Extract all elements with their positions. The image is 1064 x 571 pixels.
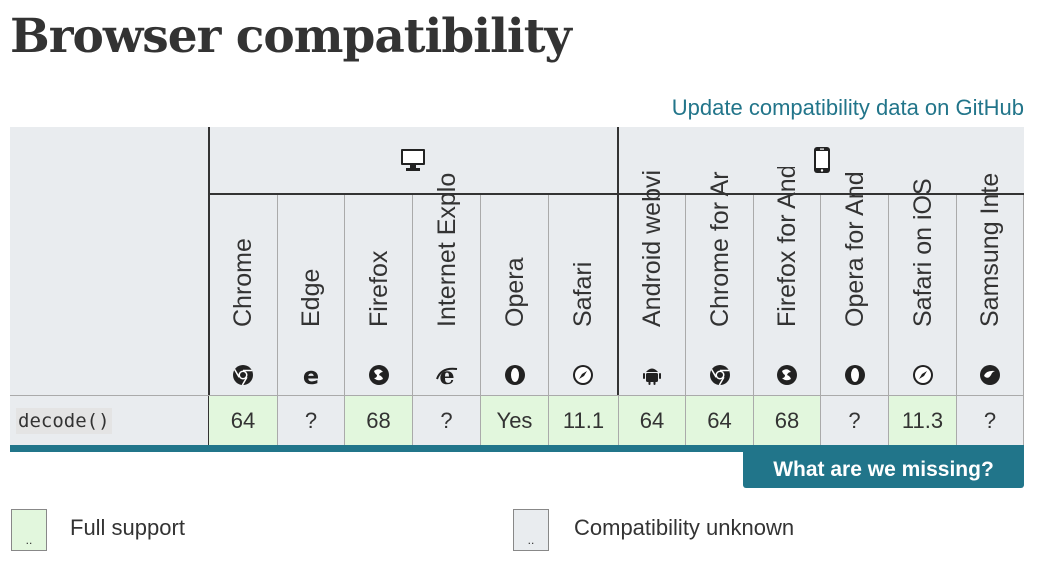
- browser-header: Firefox for And: [754, 167, 821, 395]
- android-icon: [640, 363, 664, 387]
- support-cell[interactable]: 68: [754, 396, 821, 446]
- compat-table: Chrome Edge e Firefox Internet Explo e Opera Sa…: [10, 127, 1024, 452]
- support-cell[interactable]: Yes: [481, 396, 549, 446]
- browser-header: Firefox: [345, 195, 413, 395]
- table-bottom-bar: [10, 445, 1024, 452]
- what-are-we-missing-button[interactable]: What are we missing?: [743, 452, 1024, 488]
- opera-icon: [503, 363, 527, 387]
- browser-name: Safari: [569, 261, 597, 327]
- group-mobile: [619, 127, 1024, 195]
- feature-code[interactable]: decode(): [16, 408, 112, 434]
- legend-unknown-marker: ..: [513, 509, 549, 551]
- browser-header: Chrome: [209, 195, 278, 395]
- svg-text:e: e: [439, 363, 454, 387]
- edge-icon: e: [299, 362, 323, 390]
- desktop-icon: [401, 149, 425, 171]
- browser-name: Chrome for Ar: [705, 171, 734, 327]
- github-link[interactable]: Update compatibility data on GitHub: [671, 95, 1024, 120]
- browser-name: Opera: [500, 257, 529, 327]
- support-cell[interactable]: 68: [345, 396, 413, 446]
- support-cell[interactable]: ?: [821, 396, 889, 446]
- browser-header: Internet Explo e: [413, 173, 481, 395]
- mobile-icon: [813, 147, 830, 173]
- page-title: Browser compatibility: [10, 9, 572, 64]
- safari-icon: [571, 363, 595, 387]
- browser-header: Samsung Inte: [957, 173, 1024, 395]
- browser-header: Opera: [481, 195, 549, 395]
- browser-name: Safari on iOS: [908, 178, 937, 327]
- samsung-icon: [978, 363, 1002, 387]
- browser-header: Safari on iOS: [889, 178, 957, 395]
- chrome-icon: [231, 363, 255, 387]
- support-cell[interactable]: ?: [413, 396, 481, 446]
- legend-unknown-label: Compatibility unknown: [574, 515, 795, 540]
- feature-header-cell: [10, 127, 210, 395]
- support-cell[interactable]: 11.3: [889, 396, 957, 446]
- support-cell[interactable]: 64: [686, 396, 754, 446]
- opera-icon: [843, 363, 867, 387]
- browser-name: Chrome: [229, 238, 257, 327]
- browser-header: Edge e: [278, 195, 345, 395]
- firefox-icon: [775, 363, 799, 387]
- browser-name: Edge: [297, 268, 325, 327]
- browser-header: Opera for And: [821, 171, 889, 395]
- feature-name: decode(): [10, 396, 210, 446]
- safari-icon: [911, 363, 935, 387]
- browser-name: Internet Explo: [432, 172, 461, 327]
- chrome-icon: [708, 363, 732, 387]
- support-cell[interactable]: 11.1: [549, 396, 619, 446]
- legend-full-marker: ..: [11, 509, 47, 551]
- table-row: decode() 64? 68? Yes 11.1 64 64 68? 11.3?: [10, 395, 1024, 446]
- browser-name: Firefox: [364, 250, 393, 327]
- support-cell[interactable]: ?: [957, 396, 1024, 446]
- ie-icon: e: [435, 361, 459, 390]
- support-cell[interactable]: 64: [619, 396, 686, 446]
- browser-name: Opera for And: [840, 171, 869, 327]
- browser-header: Chrome for Ar: [686, 171, 754, 395]
- browser-name: Android webvi: [638, 169, 666, 327]
- support-cell[interactable]: 64: [209, 396, 278, 446]
- browser-name: Firefox for And: [773, 167, 801, 327]
- group-desktop: [209, 127, 619, 195]
- firefox-icon: [367, 363, 391, 387]
- browser-header: Android webvi: [619, 170, 686, 395]
- browser-name: Samsung Inte: [976, 172, 1004, 327]
- svg-text:e: e: [303, 363, 319, 387]
- browser-header: Safari: [549, 195, 619, 395]
- legend-full-label: Full support: [70, 515, 185, 540]
- support-cell[interactable]: ?: [278, 396, 345, 446]
